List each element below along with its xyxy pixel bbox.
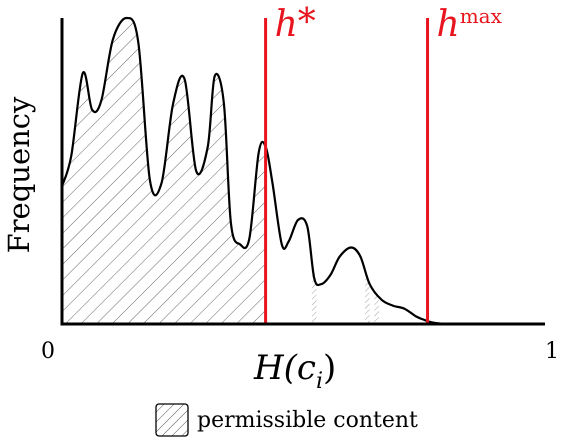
- x-axis-label: H(ci): [253, 348, 336, 394]
- density-curve: [60, 16, 525, 326]
- threshold-label-h-max: hmax: [437, 4, 503, 45]
- frequency-chart: h* hmax Frequency H(ci) 0 1: [2, 2, 559, 394]
- threshold-label-h-star: h*: [275, 2, 316, 45]
- y-axis-label: Frequency: [2, 96, 36, 253]
- x-tick-label-1: 1: [545, 339, 559, 364]
- legend-label: permissible content: [197, 407, 418, 433]
- legend: permissible content: [155, 403, 418, 437]
- x-tick-label-0: 0: [41, 339, 55, 364]
- permissible-region: [62, 17, 266, 325]
- permissible-sliver-3: [374, 290, 379, 324]
- hatch-swatch-icon: [155, 403, 189, 437]
